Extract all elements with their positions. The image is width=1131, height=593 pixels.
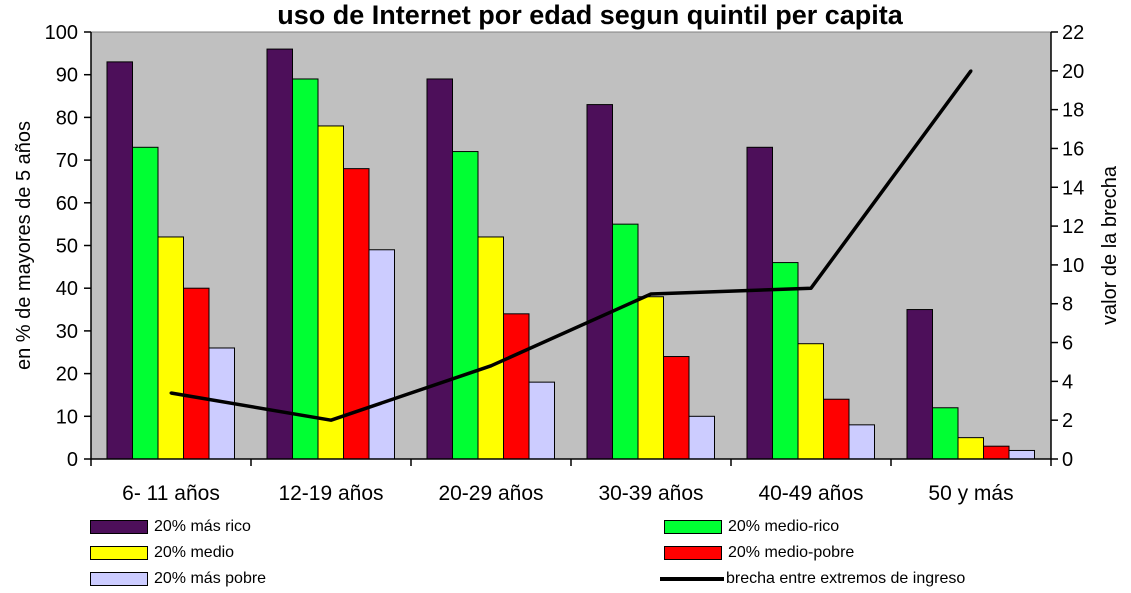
bar <box>906 309 933 460</box>
legend-label: 20% medio-rico <box>728 518 840 535</box>
legend: 20% más rico 20% medio-rico 20% medio 20… <box>90 512 1090 592</box>
plot-area <box>90 31 1052 460</box>
bar <box>368 249 395 460</box>
chart: uso de Internet por edad segun quintil p… <box>13 0 1121 505</box>
y2-tick-label: 14 <box>1062 177 1084 199</box>
bar <box>528 381 555 460</box>
bar <box>157 236 184 460</box>
bar <box>983 445 1010 460</box>
y-tick-label: 20 <box>56 364 78 386</box>
legend-label: 20% medio-pobre <box>728 544 855 561</box>
brecha-line <box>170 69 973 422</box>
line-point <box>649 292 653 296</box>
legend-item-medio: 20% medio <box>90 540 234 566</box>
bar <box>932 407 959 460</box>
y2-tick-label: 6 <box>1062 333 1073 355</box>
bar <box>1008 449 1035 460</box>
bar <box>503 313 530 460</box>
bar <box>772 262 799 460</box>
y2-tick-label: 4 <box>1062 371 1073 393</box>
bar <box>586 104 613 460</box>
line-point <box>169 391 173 395</box>
legend-swatch <box>664 520 722 534</box>
line-point <box>489 364 493 368</box>
bar <box>477 236 504 460</box>
y2-tick-label: 12 <box>1062 216 1084 238</box>
bar <box>612 223 639 460</box>
y-tick-label: 40 <box>56 278 78 300</box>
legend-label: 20% más rico <box>154 518 251 535</box>
y2-tick-label: 10 <box>1062 255 1084 277</box>
y2-tick-label: 0 <box>1062 449 1073 471</box>
bar <box>823 398 850 460</box>
line-point <box>969 69 973 73</box>
y2-axis-title: valor de la brecha <box>1099 165 1121 325</box>
y-tick-label: 0 <box>67 449 78 471</box>
x-tick-label: 6- 11 años <box>122 482 220 505</box>
bar <box>848 424 875 460</box>
legend-label: brecha entre extremos de ingreso <box>726 570 966 587</box>
y-tick-label: 30 <box>56 321 78 343</box>
y-tick-label: 70 <box>56 150 78 172</box>
bar <box>292 78 319 460</box>
y-tick-label: 60 <box>56 193 78 215</box>
legend-swatch <box>90 546 148 560</box>
legend-item-mas-pobre: 20% más pobre <box>90 566 266 592</box>
legend-swatch <box>90 520 148 534</box>
bar <box>317 125 344 460</box>
y-tick-label: 90 <box>56 65 78 87</box>
legend-line-swatch <box>660 577 724 581</box>
legend-item-medio-pobre: 20% medio-pobre <box>664 540 854 566</box>
bar <box>957 437 984 460</box>
y-tick-label: 100 <box>45 22 78 44</box>
bar <box>183 287 210 460</box>
legend-item-medio-rico: 20% medio-rico <box>664 514 839 540</box>
y2-tick-label: 22 <box>1062 22 1084 44</box>
x-tick-label: 20-29 años <box>438 482 543 505</box>
y-tick-label: 50 <box>56 236 78 258</box>
x-tick-label: 50 y más <box>928 482 1013 505</box>
y-tick-label: 80 <box>56 107 78 129</box>
legend-swatch <box>90 572 148 586</box>
bar <box>266 48 293 460</box>
y2-tick-label: 20 <box>1062 61 1084 83</box>
x-tick-label: 30-39 años <box>598 482 703 505</box>
bar <box>663 356 690 460</box>
x-tick-label: 40-49 años <box>758 482 863 505</box>
y-axis-title: en % de mayores de 5 años <box>13 121 35 370</box>
legend-item-mas-rico: 20% más rico <box>90 514 251 540</box>
bar <box>746 146 773 460</box>
y2-tick-label: 2 <box>1062 410 1073 432</box>
y2-tick-label: 8 <box>1062 294 1073 316</box>
bar <box>797 343 824 460</box>
bar <box>106 61 133 460</box>
bar <box>132 146 159 460</box>
legend-item-brecha: brecha entre extremos de ingreso <box>660 566 965 592</box>
bar <box>688 415 715 460</box>
bar <box>343 168 370 460</box>
line-point <box>329 418 333 422</box>
line-point <box>809 286 813 290</box>
chart-title: uso de Internet por edad segun quintil p… <box>277 0 904 30</box>
legend-label: 20% más pobre <box>154 570 267 587</box>
y-tick-label: 10 <box>56 406 78 428</box>
bar <box>426 78 453 460</box>
y2-tick-label: 16 <box>1062 138 1084 160</box>
legend-swatch <box>664 546 722 560</box>
bar <box>637 296 664 460</box>
x-tick-label: 12-19 años <box>278 482 383 505</box>
bar <box>452 151 479 460</box>
legend-label: 20% medio <box>154 544 235 561</box>
y2-tick-label: 18 <box>1062 100 1084 122</box>
